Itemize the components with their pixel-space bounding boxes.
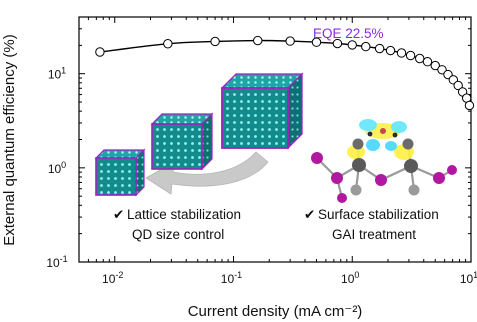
data-point [430, 60, 440, 71]
y-tick-exponent: 0 [61, 160, 66, 170]
data-point [95, 47, 105, 57]
surface-check: ✔ [304, 207, 315, 222]
data-point [453, 80, 463, 91]
surface-molecule [311, 119, 457, 203]
x-tick-label: 10-2 [102, 270, 123, 286]
y-tick-label: 100 [48, 160, 66, 176]
data-point [374, 43, 385, 54]
eqe-series-points [95, 35, 475, 111]
medium-cube [150, 112, 214, 171]
lattice-check: ✔ [113, 207, 124, 222]
data-point [163, 39, 173, 49]
large-cube [220, 72, 304, 150]
y-tick-label: 10-1 [46, 254, 67, 270]
data-point [464, 100, 475, 111]
data-point [422, 57, 433, 67]
x-tick-label: 100 [341, 270, 359, 286]
x-tick-exponent: -2 [115, 270, 123, 280]
data-point [415, 53, 425, 64]
y-axis-title: External quantum efficiency (%) [1, 34, 18, 246]
x-tick-exponent: -1 [234, 270, 242, 280]
data-point [385, 45, 396, 56]
surface-label: Surface stabilization [318, 207, 439, 222]
gai-label: GAI treatment [332, 227, 416, 242]
shrink-arrow [145, 151, 269, 195]
data-point [311, 37, 322, 47]
x-tick-exponent: 0 [354, 270, 359, 280]
data-point [396, 48, 407, 58]
eqe-annotation: EQE 22.5% [313, 26, 384, 41]
y-tick-exponent: 1 [61, 66, 66, 76]
data-point [210, 36, 220, 47]
data-point [332, 38, 343, 49]
data-point [253, 35, 263, 46]
data-point [347, 40, 357, 50]
y-tick-label: 101 [48, 66, 66, 82]
x-axis-title: Current density (mA cm⁻²) [188, 303, 363, 320]
data-point [361, 41, 371, 52]
x-tick-exponent: 1 [473, 270, 477, 280]
x-tick-label: 101 [460, 270, 477, 286]
lattice-label: Lattice stabilization [127, 207, 241, 222]
small-cube [94, 148, 146, 197]
data-point [405, 50, 416, 61]
x-tick-label: 10-1 [221, 270, 242, 286]
qd-size-label: QD size control [132, 227, 224, 242]
y-tick-exponent: -1 [60, 254, 68, 264]
data-point [285, 36, 295, 46]
